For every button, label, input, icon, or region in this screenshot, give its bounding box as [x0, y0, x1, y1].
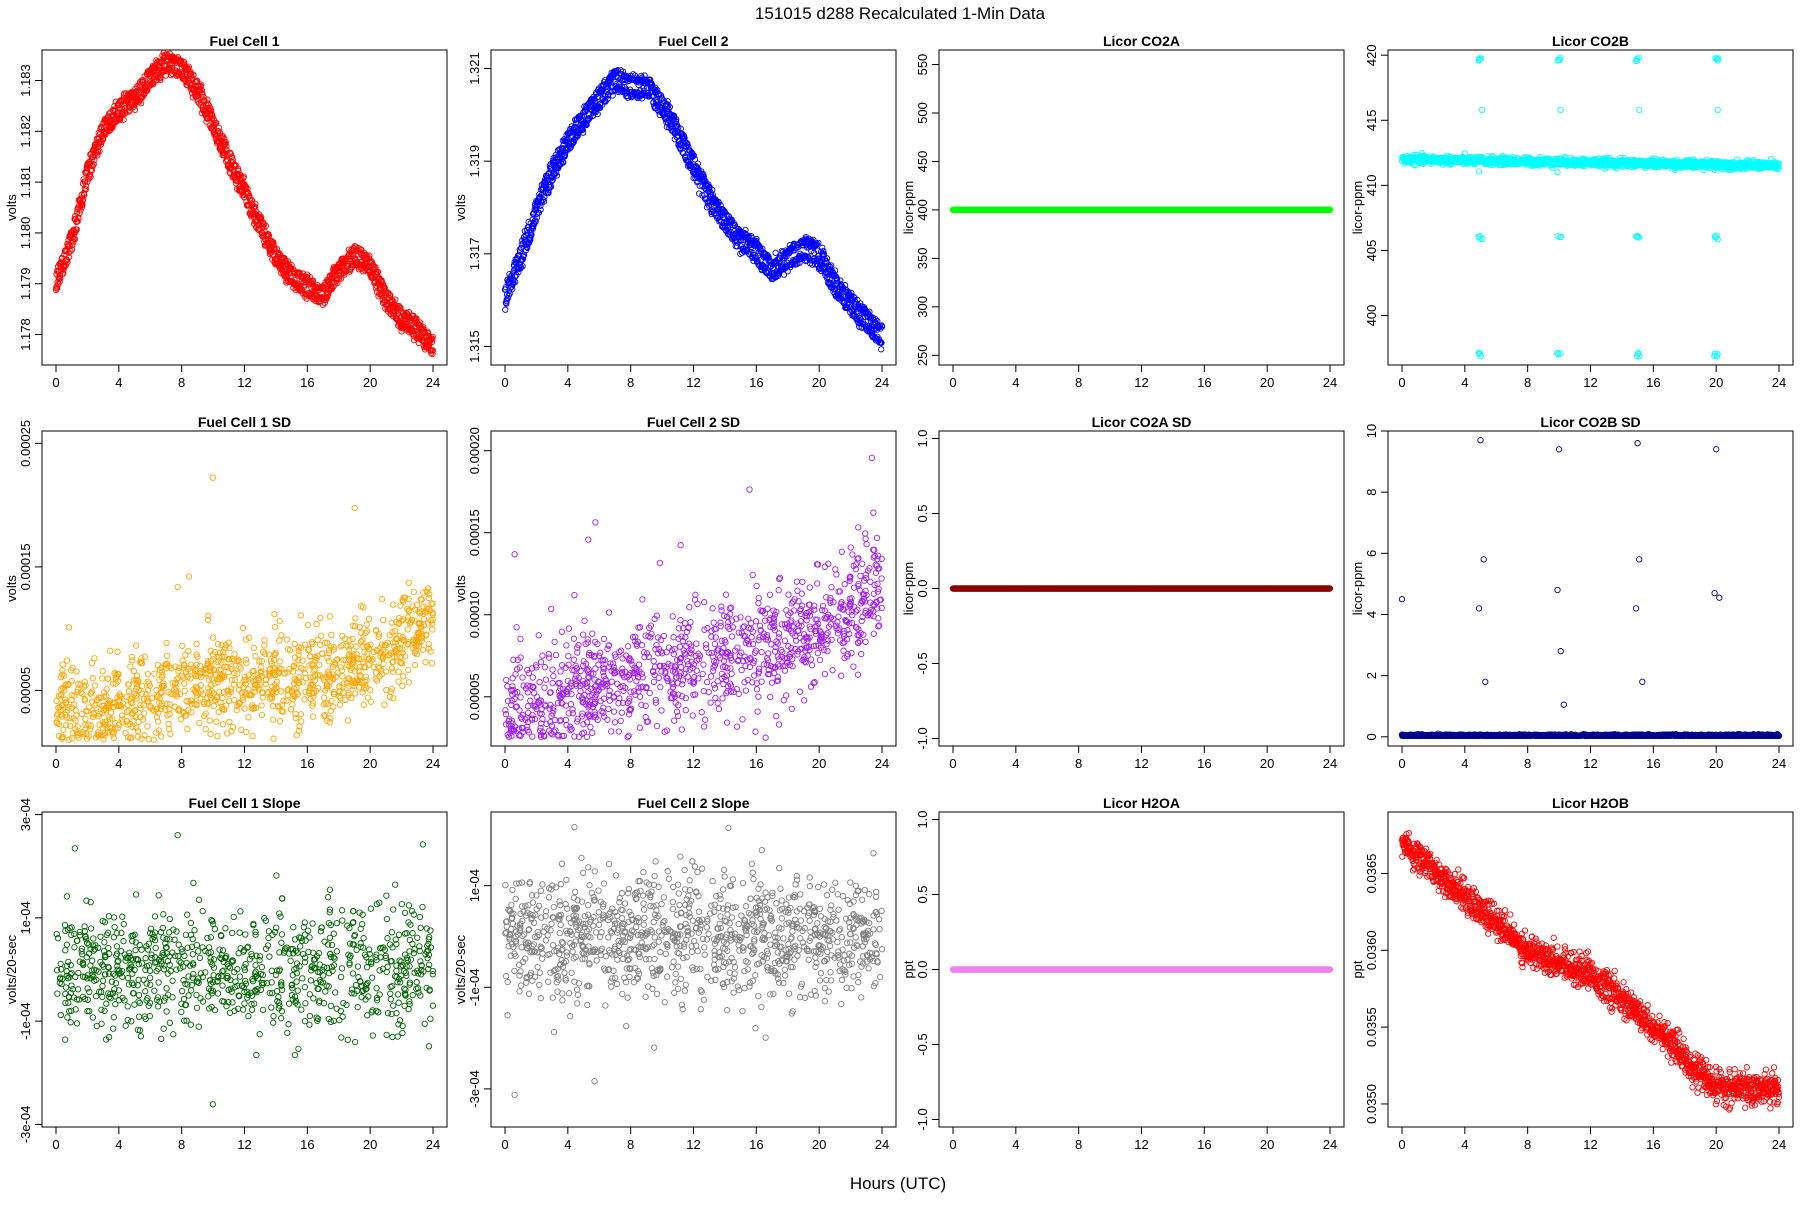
data-point [773, 250, 778, 255]
x-tick-label: 0 [501, 375, 508, 390]
y-tick-label: 410 [1364, 175, 1379, 197]
x-tick-label: 16 [1197, 375, 1211, 390]
plot-frame [491, 50, 896, 365]
x-tick-label: 4 [1012, 375, 1019, 390]
x-tick-label: 16 [1646, 375, 1660, 390]
y-tick-label: 500 [915, 102, 930, 124]
y-tick-label: 300 [915, 296, 930, 318]
y-tick-label: 420 [1364, 44, 1379, 66]
plot-frame [42, 50, 447, 365]
x-tick-label: 8 [1524, 375, 1531, 390]
x-tick-label: 8 [1075, 375, 1082, 390]
x-tick-label: 16 [300, 375, 314, 390]
series-points [950, 207, 1332, 212]
x-tick-label: 20 [1260, 375, 1274, 390]
x-tick-label: 20 [363, 375, 377, 390]
x-tick-label: 24 [875, 375, 889, 390]
x-tick-label: 0 [949, 375, 956, 390]
y-tick-label: 1.319 [467, 145, 482, 178]
plot-frame [1388, 50, 1793, 365]
panel-title: Licor CO2B [1552, 33, 1629, 49]
data-point [216, 125, 221, 130]
y-tick-label: 1.180 [18, 217, 33, 250]
y-tick-label: 1.321 [467, 52, 482, 85]
y-axis-label: volts [453, 194, 468, 221]
y-tick-label: 350 [915, 248, 930, 270]
panel-title: Fuel Cell 2 [658, 33, 728, 49]
x-tick-label: 20 [812, 375, 826, 390]
x-tick-label: 4 [1461, 375, 1468, 390]
x-tick-label: 12 [1134, 375, 1148, 390]
series-points [502, 68, 884, 352]
x-tick-label: 24 [1323, 375, 1337, 390]
y-tick-label: 1.183 [18, 64, 33, 97]
y-tick-label: 405 [1364, 240, 1379, 262]
panel-fc1: Fuel Cell 1 0 4 8 12 16 20 24 1.178 1.179 1.180 1.1… [4, 33, 447, 390]
x-tick-label: 12 [1583, 375, 1597, 390]
series-points [53, 50, 435, 356]
y-tick-label: 1.179 [18, 267, 33, 300]
y-tick-label: 400 [1364, 305, 1379, 327]
panels-group: Fuel Cell 1 0 4 8 12 16 20 24 1.178 1.179 1.180 1.1… [4, 33, 1793, 1152]
x-tick-label: 4 [115, 375, 122, 390]
x-tick-label: 0 [1398, 375, 1405, 390]
x-tick-label: 0 [52, 375, 59, 390]
data-point [696, 191, 701, 196]
x-tick-label: 16 [749, 375, 763, 390]
y-tick-label: 1.181 [18, 166, 33, 199]
panel-title: Fuel Cell 1 [209, 33, 279, 49]
y-tick-label: 1.317 [467, 238, 482, 271]
data-point [503, 307, 508, 312]
data-point [879, 347, 884, 352]
series-points [1399, 55, 1781, 359]
y-tick-label: 1.178 [18, 318, 33, 351]
x-tick-label: 20 [1709, 375, 1723, 390]
y-tick-label: 550 [915, 54, 930, 76]
y-tick-label: 1.315 [467, 330, 482, 363]
panel-title: Licor CO2A [1103, 33, 1180, 49]
panel-co2a: Licor CO2A 0 4 8 12 16 20 24 250 300 350 400 450 500 5… [901, 33, 1344, 390]
y-tick-label: 415 [1364, 109, 1379, 131]
panel-co2b: Licor CO2B 0 4 8 12 16 20 24 400 405 410 415 420 lico… [1350, 33, 1793, 390]
panel-fc2: Fuel Cell 2 0 4 8 12 16 20 24 1.315 1.317 1.319 1.3… [453, 33, 896, 390]
y-tick-label: 400 [915, 199, 930, 221]
x-tick-label: 24 [426, 375, 440, 390]
y-tick-label: 450 [915, 151, 930, 173]
y-axis-label: licor-ppm [1350, 181, 1365, 234]
x-tick-label: 24 [1772, 375, 1786, 390]
y-tick-label: 1.182 [18, 115, 33, 148]
y-axis-label: licor-ppm [901, 181, 916, 234]
x-tick-label: 4 [564, 375, 571, 390]
y-axis-label: volts [4, 194, 19, 221]
figure-title: 151015 d288 Recalculated 1-Min Data [755, 4, 1046, 23]
x-tick-label: 8 [627, 375, 634, 390]
x-tick-label: 12 [237, 375, 251, 390]
x-tick-label: 8 [178, 375, 185, 390]
x-tick-label: 12 [686, 375, 700, 390]
y-tick-label: 250 [915, 344, 930, 366]
